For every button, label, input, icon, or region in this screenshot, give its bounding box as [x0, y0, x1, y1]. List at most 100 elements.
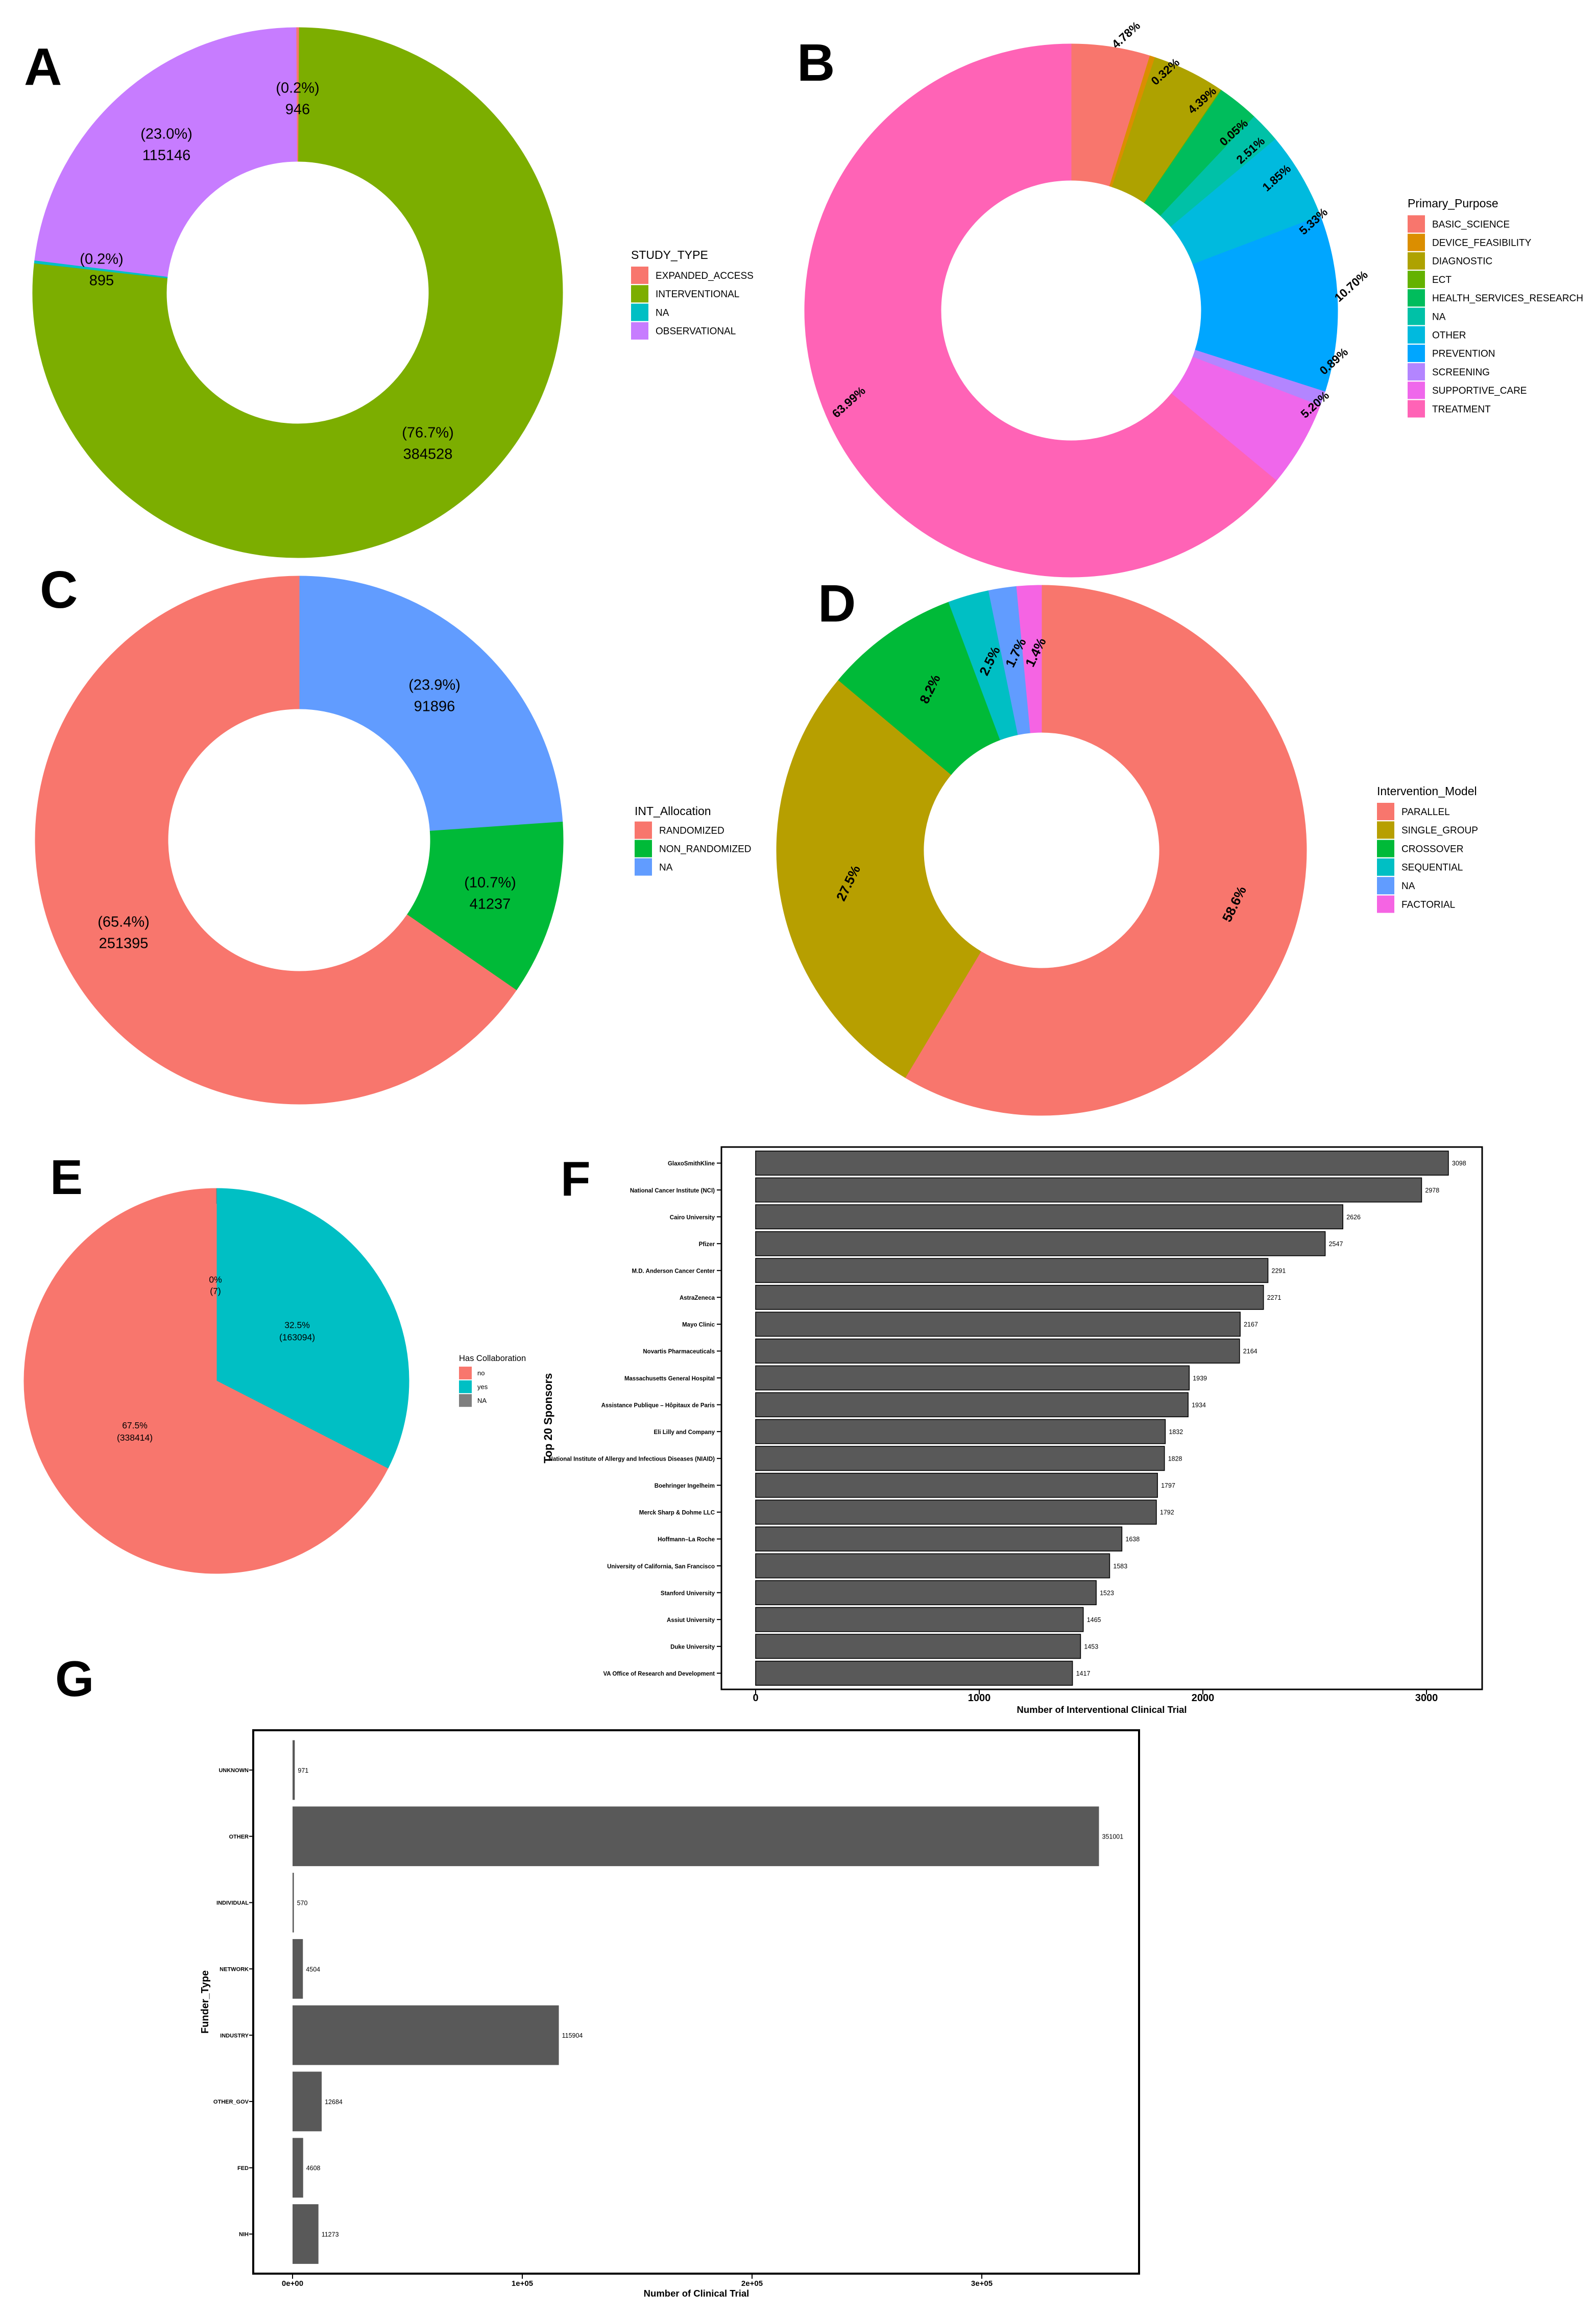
svg-text:Duke University: Duke University [670, 1644, 715, 1651]
svg-text:351001: 351001 [1102, 1833, 1124, 1841]
svg-text:(7): (7) [210, 1286, 221, 1296]
svg-text:NA: NA [656, 307, 669, 318]
svg-text:G: G [55, 1651, 94, 1707]
svg-text:1828: 1828 [1168, 1455, 1182, 1463]
svg-text:B: B [797, 33, 835, 92]
svg-text:yes: yes [477, 1383, 488, 1391]
svg-text:Has Collaboration: Has Collaboration [459, 1354, 526, 1363]
svg-text:1453: 1453 [1084, 1643, 1098, 1651]
svg-text:(65.4%): (65.4%) [98, 914, 150, 930]
svg-text:INTERVENTIONAL: INTERVENTIONAL [656, 289, 739, 300]
svg-text:Intervention_Model: Intervention_Model [1377, 784, 1477, 798]
svg-text:C: C [40, 560, 78, 619]
svg-text:A: A [24, 37, 62, 96]
svg-text:895: 895 [89, 273, 114, 289]
svg-text:Cairo University: Cairo University [670, 1214, 715, 1221]
svg-text:2547: 2547 [1329, 1240, 1343, 1248]
svg-text:Massachusetts General Hospital: Massachusetts General Hospital [624, 1376, 715, 1382]
svg-text:3e+05: 3e+05 [971, 2279, 993, 2288]
svg-text:(10.7%): (10.7%) [464, 875, 516, 891]
svg-text:CROSSOVER: CROSSOVER [1401, 844, 1463, 854]
svg-text:DEVICE_FEASIBILITY: DEVICE_FEASIBILITY [1432, 238, 1532, 249]
svg-text:0%: 0% [209, 1274, 222, 1284]
svg-text:2271: 2271 [1267, 1294, 1281, 1301]
svg-text:Eli Lilly and Company: Eli Lilly and Company [654, 1429, 715, 1436]
svg-text:2167: 2167 [1244, 1321, 1258, 1328]
svg-text:1934: 1934 [1192, 1401, 1206, 1409]
svg-text:DIAGNOSTIC: DIAGNOSTIC [1432, 256, 1492, 267]
svg-text:no: no [477, 1369, 485, 1377]
svg-text:INDIVIDUAL: INDIVIDUAL [216, 1900, 249, 1906]
svg-text:Number of Interventional Clini: Number of Interventional Clinical Trial [1017, 1704, 1187, 1715]
svg-text:Primary_Purpose: Primary_Purpose [1408, 197, 1498, 210]
svg-text:1e+05: 1e+05 [512, 2279, 533, 2288]
svg-text:PARALLEL: PARALLEL [1401, 807, 1450, 818]
svg-text:91896: 91896 [414, 699, 455, 715]
svg-text:EXPANDED_ACCESS: EXPANDED_ACCESS [656, 271, 754, 281]
svg-text:Pfizer: Pfizer [699, 1242, 715, 1248]
svg-text:BASIC_SCIENCE: BASIC_SCIENCE [1432, 219, 1510, 230]
svg-text:1465: 1465 [1087, 1616, 1101, 1624]
svg-text:(23.9%): (23.9%) [408, 677, 461, 694]
svg-text:Funder_Type: Funder_Type [200, 1970, 211, 2034]
svg-text:FACTORIAL: FACTORIAL [1401, 899, 1455, 910]
svg-text:946: 946 [285, 102, 310, 118]
svg-text:Novartis Pharmaceuticals: Novartis Pharmaceuticals [643, 1349, 715, 1355]
svg-text:1000: 1000 [968, 1692, 991, 1704]
svg-text:1523: 1523 [1100, 1589, 1114, 1596]
svg-text:1797: 1797 [1161, 1482, 1175, 1489]
svg-text:3000: 3000 [1415, 1692, 1438, 1704]
svg-text:2978: 2978 [1425, 1187, 1439, 1194]
svg-text:Hoffmann–La Roche: Hoffmann–La Roche [658, 1537, 715, 1543]
svg-text:National Institute of Allergy: National Institute of Allergy and Infect… [549, 1457, 715, 1463]
svg-text:OTHER: OTHER [229, 1834, 249, 1840]
svg-text:Assiut University: Assiut University [667, 1617, 715, 1624]
svg-text:NA: NA [477, 1397, 487, 1404]
svg-text:(0.2%): (0.2%) [80, 251, 123, 268]
svg-text:570: 570 [297, 1900, 308, 1907]
svg-text:FED: FED [237, 2165, 249, 2171]
svg-text:NETWORK: NETWORK [220, 1967, 249, 1973]
svg-text:Stanford University: Stanford University [661, 1590, 715, 1596]
svg-text:F: F [561, 1152, 591, 1206]
svg-text:SINGLE_GROUP: SINGLE_GROUP [1401, 825, 1478, 836]
svg-text:OBSERVATIONAL: OBSERVATIONAL [656, 326, 736, 337]
svg-text:1832: 1832 [1169, 1428, 1183, 1436]
svg-text:(338414): (338414) [117, 1433, 153, 1443]
svg-text:3098: 3098 [1452, 1160, 1466, 1167]
svg-text:SEQUENTIAL: SEQUENTIAL [1401, 863, 1463, 873]
svg-text:AstraZeneca: AstraZeneca [680, 1295, 715, 1301]
svg-text:115146: 115146 [142, 148, 191, 164]
svg-text:M.D. Anderson Cancer Center: M.D. Anderson Cancer Center [632, 1269, 715, 1275]
svg-text:NA: NA [659, 862, 673, 873]
svg-text:RANDOMIZED: RANDOMIZED [659, 825, 724, 836]
svg-text:PREVENTION: PREVENTION [1432, 349, 1495, 360]
svg-text:0: 0 [753, 1692, 758, 1704]
svg-text:HEALTH_SERVICES_RESEARCH: HEALTH_SERVICES_RESEARCH [1432, 293, 1583, 304]
svg-text:University of California, San: University of California, San Francisco [607, 1564, 715, 1570]
svg-text:Merck Sharp & Dohme LLC: Merck Sharp & Dohme LLC [639, 1510, 715, 1516]
svg-text:2e+05: 2e+05 [741, 2279, 763, 2288]
svg-text:NA: NA [1401, 881, 1415, 892]
svg-text:115904: 115904 [562, 2032, 583, 2039]
svg-text:2626: 2626 [1346, 1213, 1361, 1221]
svg-text:(163094): (163094) [279, 1332, 315, 1342]
svg-text:SUPPORTIVE_CARE: SUPPORTIVE_CARE [1432, 386, 1527, 396]
svg-text:1792: 1792 [1160, 1509, 1174, 1516]
svg-text:4504: 4504 [306, 1966, 320, 1973]
svg-text:VA Office of Research and Deve: VA Office of Research and Development [603, 1671, 715, 1677]
svg-text:32.5%: 32.5% [284, 1320, 310, 1330]
svg-text:NON_RANDOMIZED: NON_RANDOMIZED [659, 844, 752, 854]
svg-text:D: D [818, 574, 856, 633]
svg-text:2164: 2164 [1243, 1348, 1258, 1355]
svg-text:NIH: NIH [239, 2232, 249, 2238]
svg-text:Boehringer Ingelheim: Boehringer Ingelheim [655, 1483, 715, 1489]
svg-text:4608: 4608 [306, 2165, 321, 2172]
svg-text:NA: NA [1432, 312, 1446, 322]
svg-text:41237: 41237 [470, 896, 511, 913]
svg-text:Assistance Publique – Hôpitaux: Assistance Publique – Hôpitaux de Paris [601, 1402, 715, 1409]
svg-text:1638: 1638 [1125, 1536, 1140, 1543]
svg-text:INDUSTRY: INDUSTRY [220, 2033, 249, 2039]
svg-text:Top 20 Sponsors: Top 20 Sponsors [542, 1373, 554, 1464]
svg-text:National Cancer Institute (NCI: National Cancer Institute (NCI) [630, 1188, 715, 1194]
